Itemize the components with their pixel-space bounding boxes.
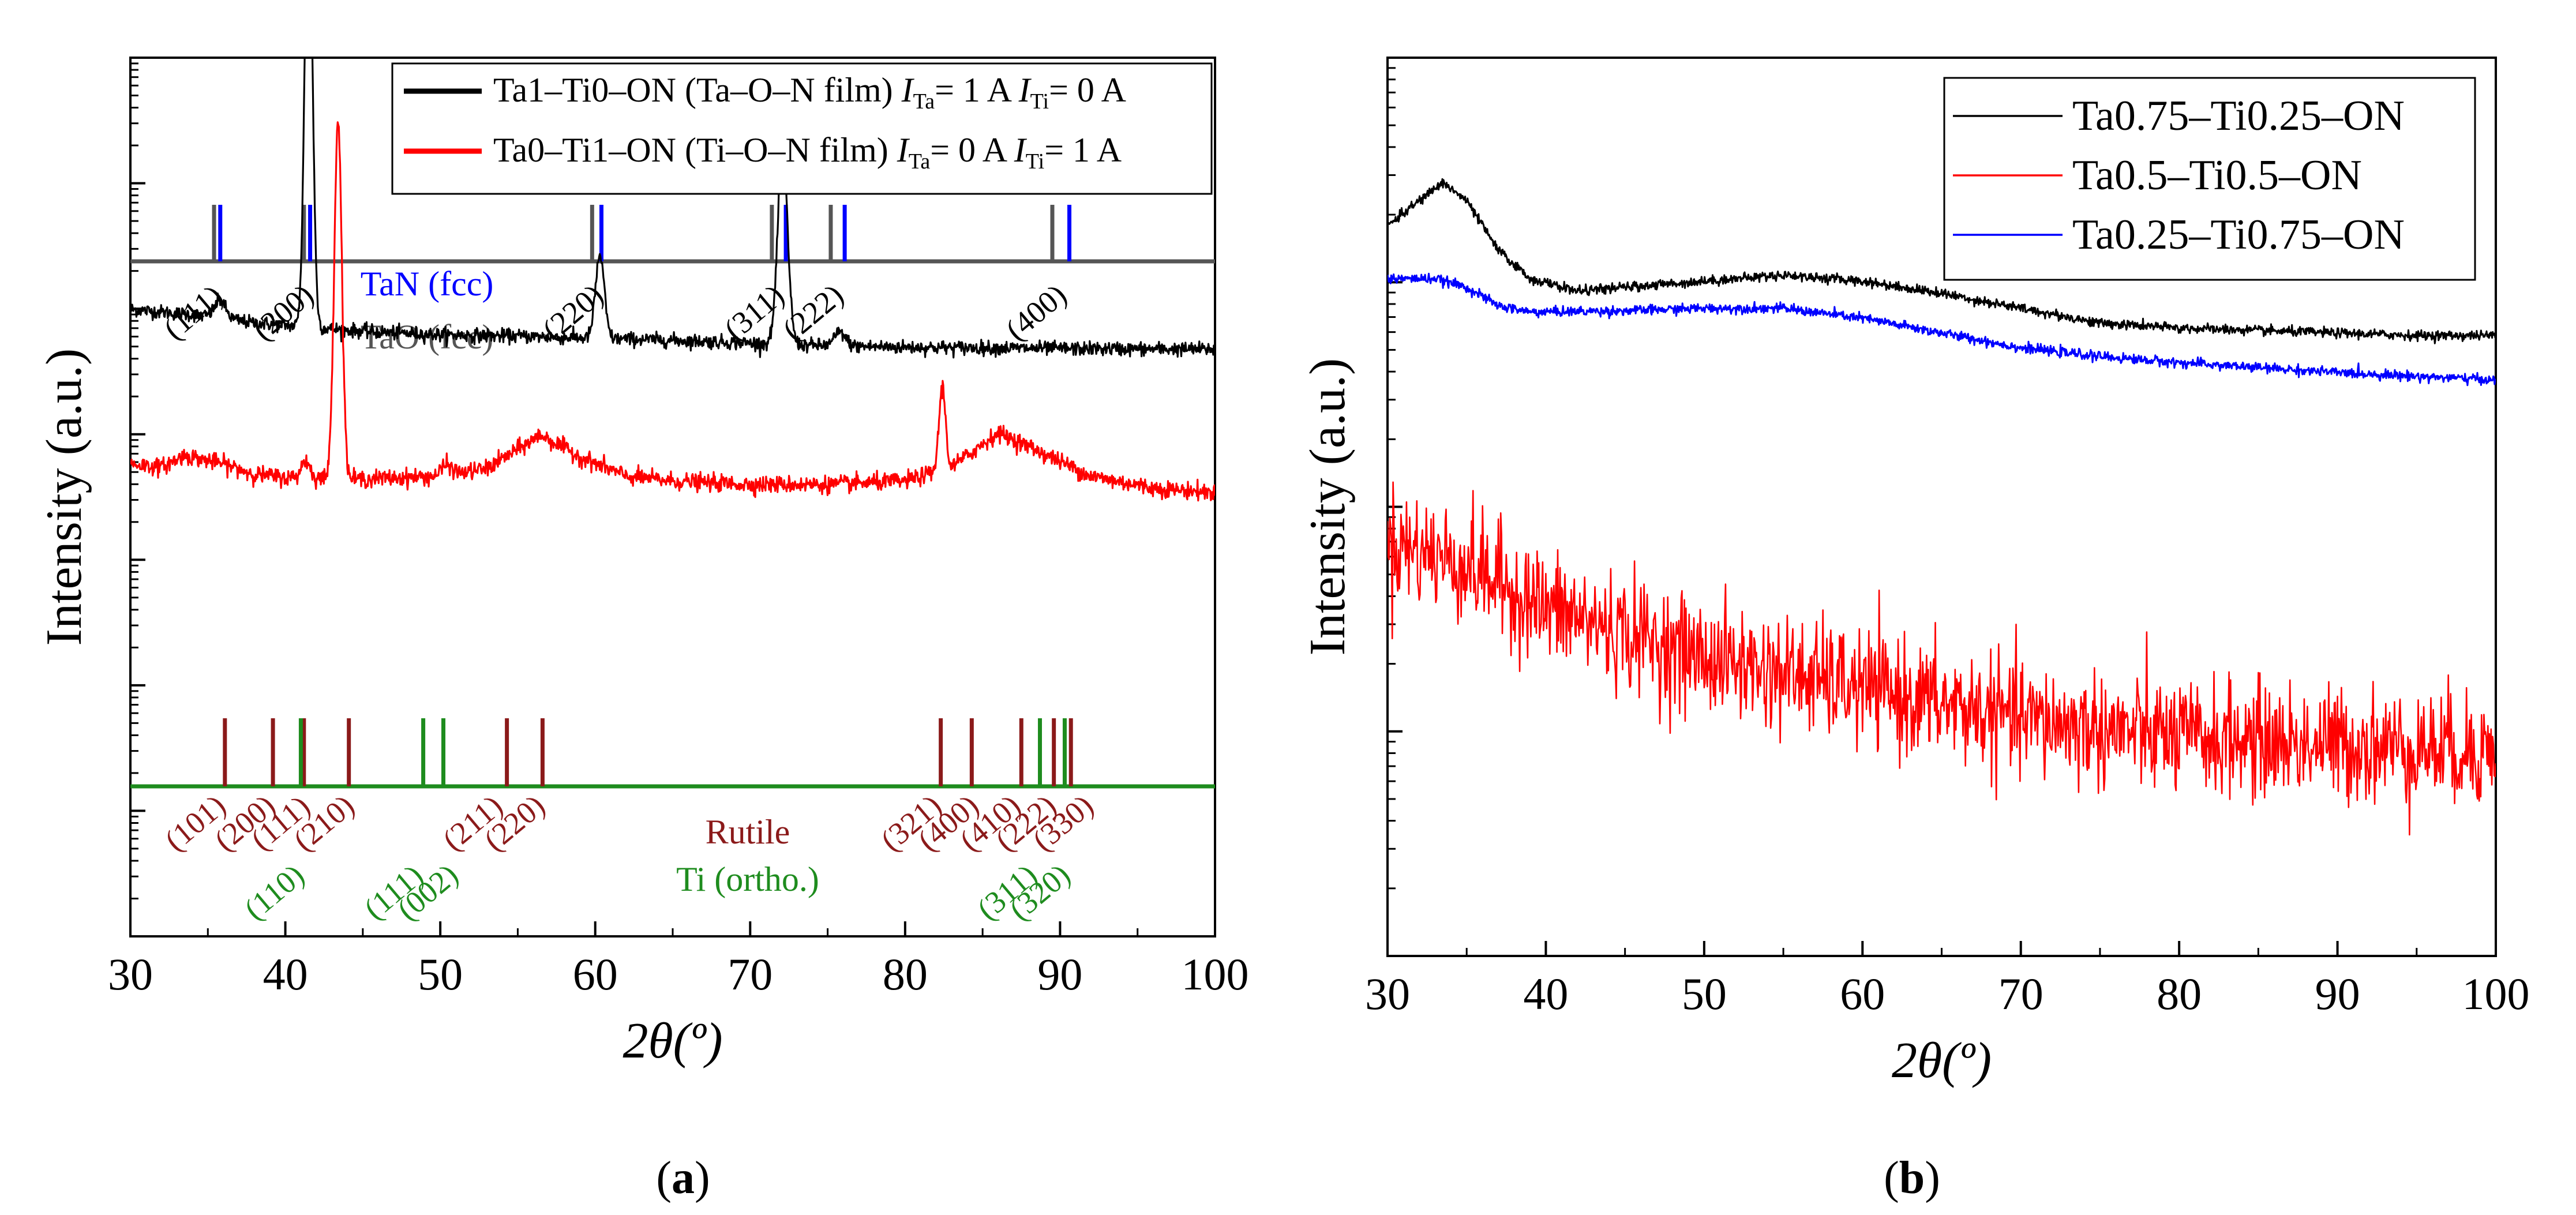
legend-box — [391, 62, 1213, 195]
legend-current-value: = 1 A — [1044, 131, 1122, 169]
legend: Ta0.75–Ti0.25–ON Ta0.5–Ti0.5–ON Ta0.25–Ti0… — [1943, 77, 2476, 281]
legend-current-sub: Ti — [1030, 89, 1049, 114]
legend-name: Ta1–Ti0–ON (Ta–O–N film) — [493, 71, 902, 109]
x-tick-label: 80 — [2157, 969, 2202, 1019]
legend-current-symbol: I — [901, 71, 915, 109]
legend-entry: Ta0–Ti1–ON (Ti–O–N film) ITa= 0 A ITi= 1… — [493, 131, 1122, 174]
rutile-phase-label: Rutile — [706, 813, 790, 851]
x-axis-title: 2θ(º) — [1892, 1033, 1992, 1089]
x-tick-label: 40 — [1523, 969, 1568, 1019]
y-axis-title: Intensity (a.u.) — [36, 348, 92, 646]
legend-current-sub: Ti — [1026, 149, 1044, 174]
legend-box — [1943, 77, 2476, 281]
x-tick-label: 100 — [1182, 949, 1249, 999]
legend-name: Ta0–Ti1–ON (Ti–O–N film) — [493, 131, 897, 169]
caption-a: (a) — [656, 1153, 710, 1203]
reflection-label: (222) — [776, 278, 850, 347]
legend-entry: Ta1–Ti0–ON (Ta–O–N film) ITa= 1 A ITi= 0… — [493, 71, 1126, 114]
legend-current-symbol: I — [897, 131, 910, 169]
x-tick-label: 50 — [418, 949, 463, 999]
legend-entry: Ta0.75–Ti0.25–ON — [2072, 92, 2405, 140]
legend-entry: Ta0.25–Ti0.75–ON — [2072, 211, 2405, 258]
x-tick-label: 70 — [1998, 969, 2043, 1019]
x-tick-label: 70 — [728, 949, 773, 999]
ti-ortho-phase-label: Ti (ortho.) — [676, 860, 819, 898]
x-tick-label: 30 — [108, 949, 153, 999]
legend-entry: Ta0.5–Ti0.5–ON — [2072, 152, 2362, 199]
x-tick-label: 40 — [263, 949, 308, 999]
series-ta025-ti075-on — [1388, 272, 2496, 387]
series-group — [130, 58, 1215, 502]
series-ta1-ti0-on — [130, 58, 1215, 359]
x-tick-label: 80 — [883, 949, 928, 999]
series-group — [1388, 178, 2496, 836]
panel-a: 30 40 50 60 70 80 90 100 2θ(º) Intensity (a.u.) (1… — [36, 57, 1249, 1069]
legend-current-sub: Ta — [913, 89, 935, 114]
legend-current-symbol: I — [1018, 71, 1032, 109]
series-ta075-ti025-on — [1388, 178, 2496, 344]
legend-current-value: = 1 A — [935, 71, 1019, 109]
legend-current-value: = 0 A — [1049, 71, 1126, 109]
panel-b: 30 40 50 60 70 80 90 100 2θ(º) Intensity (a.u.) Ta… — [1300, 57, 2530, 1089]
reflection-label: (311) — [718, 278, 791, 347]
series-ta05-ti05-on — [1388, 481, 2496, 836]
x-tick-label: 60 — [573, 949, 618, 999]
legend: Ta1–Ti0–ON (Ta–O–N film) ITa= 1 A ITi= 0… — [391, 62, 1213, 195]
x-tick-label: 100 — [2462, 969, 2530, 1019]
x-tick-label: 30 — [1365, 969, 1410, 1019]
reflection-label: (200) — [246, 278, 320, 347]
reflection-label: (110) — [238, 857, 311, 927]
series-ta0-ti1-on — [130, 121, 1215, 502]
x-axis-title: 2θ(º) — [623, 1013, 722, 1069]
caption-b: (b) — [1884, 1153, 1940, 1203]
y-axis-title: Intensity (a.u.) — [1300, 358, 1356, 656]
tan-phase-label: TaN (fcc) — [361, 265, 494, 303]
x-tick-label: 50 — [1682, 969, 1727, 1019]
legend-current-sub: Ta — [909, 149, 931, 174]
x-tick-label: 60 — [1840, 969, 1885, 1019]
x-tick-label: 90 — [2315, 969, 2360, 1019]
x-tick-label: 90 — [1037, 949, 1082, 999]
legend-current-symbol: I — [1014, 131, 1028, 169]
legend-current-value: = 0 A — [930, 131, 1014, 169]
reflection-label: (400) — [999, 278, 1073, 347]
